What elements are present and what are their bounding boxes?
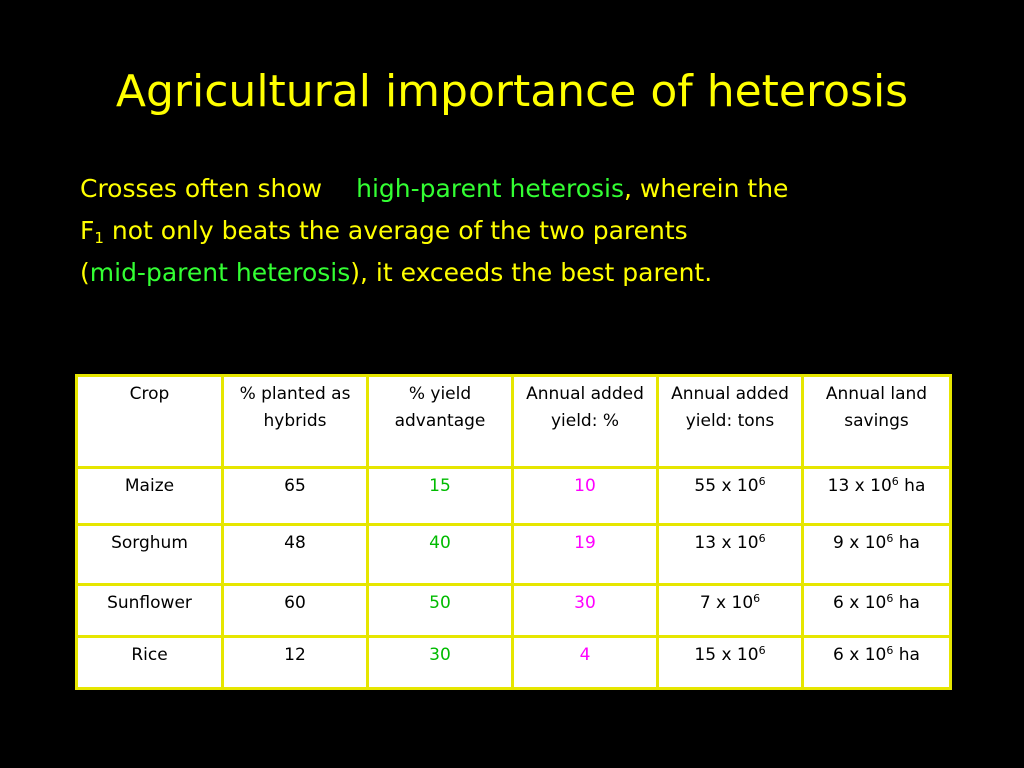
cell-land-savings: 13 x 106 ha bbox=[801, 466, 952, 526]
cell-crop: Sunflower bbox=[75, 583, 224, 638]
tons-exponent: 6 bbox=[758, 475, 766, 488]
header-land-savings: Annual land savings bbox=[801, 374, 952, 469]
cell-added-tons: 15 x 106 bbox=[656, 635, 804, 690]
header-crop: Crop bbox=[75, 374, 224, 469]
f1-label: F bbox=[80, 216, 95, 245]
tons-base: 55 x 10 bbox=[694, 476, 759, 496]
land-unit: ha bbox=[893, 645, 920, 665]
table-row: Maize 65 15 10 55 x 106 13 x 106 ha bbox=[75, 466, 952, 526]
tons-base: 13 x 10 bbox=[694, 533, 759, 553]
cell-yield-advantage: 50 bbox=[366, 583, 514, 638]
body-text-segment: Crosses often show bbox=[80, 174, 323, 203]
slide-title: Agricultural importance of heterosis bbox=[115, 66, 909, 117]
land-unit: ha bbox=[893, 593, 920, 613]
cell-added-tons: 7 x 106 bbox=[656, 583, 804, 638]
land-unit: ha bbox=[898, 476, 926, 496]
cell-added-pct: 10 bbox=[511, 466, 659, 526]
cell-land-savings: 6 x 106 ha bbox=[801, 583, 952, 638]
cell-crop: Maize bbox=[75, 466, 224, 526]
table-row: Sorghum 48 40 19 13 x 106 9 x 106 ha bbox=[75, 523, 952, 586]
f1-subscript: 1 bbox=[94, 229, 104, 247]
cell-added-tons: 13 x 106 bbox=[656, 523, 804, 586]
body-line-3: (mid-parent heterosis), it exceeds the b… bbox=[80, 252, 1000, 294]
cell-planted: 48 bbox=[221, 523, 369, 586]
table-row: Rice 12 30 4 15 x 106 6 x 106 ha bbox=[75, 635, 952, 690]
cell-added-pct: 4 bbox=[511, 635, 659, 690]
cell-land-savings: 6 x 106 ha bbox=[801, 635, 952, 690]
cell-crop: Sorghum bbox=[75, 523, 224, 586]
table-row: Sunflower 60 50 30 7 x 106 6 x 106 ha bbox=[75, 583, 952, 638]
body-text-segment: ( bbox=[80, 258, 90, 287]
cell-planted: 65 bbox=[221, 466, 369, 526]
land-base: 9 x 10 bbox=[833, 533, 887, 553]
land-exponent: 6 bbox=[886, 592, 894, 605]
heterosis-table: Crop % planted as hybrids % yield advant… bbox=[75, 374, 952, 690]
cell-yield-advantage: 40 bbox=[366, 523, 514, 586]
cell-added-tons: 55 x 106 bbox=[656, 466, 804, 526]
cell-yield-advantage: 15 bbox=[366, 466, 514, 526]
mid-parent-heterosis-term: mid-parent heterosis bbox=[89, 258, 351, 287]
header-added-yield-pct: Annual added yield: % bbox=[511, 374, 659, 469]
cell-yield-advantage: 30 bbox=[366, 635, 514, 690]
cell-added-pct: 30 bbox=[511, 583, 659, 638]
land-unit: ha bbox=[893, 533, 920, 553]
header-planted-hybrids: % planted as hybrids bbox=[221, 374, 369, 469]
body-line-2: F1 not only beats the average of the two… bbox=[80, 210, 1000, 252]
body-paragraph: Crosses often show high-parent heterosis,… bbox=[80, 168, 1000, 294]
cell-planted: 60 bbox=[221, 583, 369, 638]
tons-base: 15 x 10 bbox=[694, 645, 759, 665]
cell-planted: 12 bbox=[221, 635, 369, 690]
high-parent-heterosis-term: high-parent heterosis bbox=[356, 174, 624, 203]
land-base: 6 x 10 bbox=[833, 593, 887, 613]
tons-exponent: 6 bbox=[758, 644, 766, 657]
land-exponent: 6 bbox=[886, 644, 894, 657]
land-base: 6 x 10 bbox=[833, 645, 887, 665]
body-text-segment: not only beats the average of the two pa… bbox=[103, 216, 688, 245]
body-text-segment: ), it exceeds the best parent. bbox=[350, 258, 713, 287]
header-yield-advantage: % yield advantage bbox=[366, 374, 514, 469]
land-exponent: 6 bbox=[886, 532, 894, 545]
body-text-segment: , wherein the bbox=[624, 174, 789, 203]
tons-base: 7 x 10 bbox=[699, 593, 754, 613]
body-line-1: Crosses often show high-parent heterosis,… bbox=[80, 168, 1000, 210]
tons-exponent: 6 bbox=[753, 592, 761, 605]
cell-land-savings: 9 x 106 ha bbox=[801, 523, 952, 586]
land-exponent: 6 bbox=[891, 475, 899, 488]
tons-exponent: 6 bbox=[758, 532, 766, 545]
header-added-yield-tons: Annual added yield: tons bbox=[656, 374, 804, 469]
cell-crop: Rice bbox=[75, 635, 224, 690]
table-header-row: Crop % planted as hybrids % yield advant… bbox=[75, 374, 952, 469]
cell-added-pct: 19 bbox=[511, 523, 659, 586]
land-base: 13 x 10 bbox=[827, 476, 892, 496]
